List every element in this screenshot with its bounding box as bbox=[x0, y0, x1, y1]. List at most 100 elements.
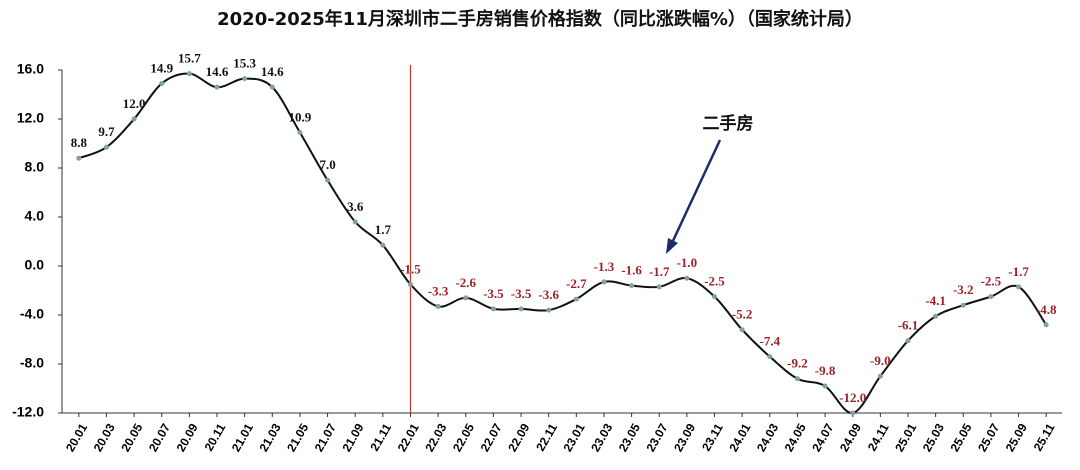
y-tick-label: 12.0 bbox=[17, 110, 44, 126]
x-tick-label: 22.01 bbox=[395, 421, 422, 454]
data-label: 12.0 bbox=[123, 96, 146, 111]
data-label: -9.8 bbox=[815, 363, 836, 378]
data-label: 15.7 bbox=[178, 51, 201, 66]
data-label: -1.3 bbox=[594, 259, 615, 274]
annotation-arrow bbox=[670, 139, 722, 244]
point bbox=[601, 279, 607, 285]
point bbox=[242, 76, 248, 82]
data-label: -4.8 bbox=[1036, 302, 1057, 317]
y-tick-label: -4.0 bbox=[20, 306, 44, 322]
data-label: 14.9 bbox=[150, 60, 173, 75]
data-label: 3.6 bbox=[347, 199, 364, 214]
data-label: -1.0 bbox=[677, 255, 698, 270]
point bbox=[352, 219, 358, 225]
x-tick-label: 20.11 bbox=[202, 421, 229, 454]
point bbox=[822, 383, 828, 389]
x-tick-label: 24.07 bbox=[809, 421, 836, 454]
y-tick-label: 0.0 bbox=[25, 257, 45, 273]
x-tick-label: 24.05 bbox=[782, 421, 809, 454]
data-label: -3.5 bbox=[483, 286, 504, 301]
data-label: 10.9 bbox=[289, 109, 312, 124]
x-tick-label: 22.05 bbox=[450, 421, 477, 454]
point bbox=[76, 155, 82, 161]
data-label: -1.6 bbox=[621, 263, 642, 278]
point bbox=[1016, 284, 1022, 290]
x-tick-label: 25.01 bbox=[892, 421, 919, 454]
x-tick-label: 24.09 bbox=[837, 421, 864, 454]
x-tick-label: 23.05 bbox=[616, 421, 643, 454]
data-label: -12.0 bbox=[839, 390, 866, 405]
x-tick-label: 20.01 bbox=[63, 421, 90, 454]
data-label: -2.5 bbox=[981, 274, 1002, 289]
point bbox=[850, 410, 856, 416]
data-label: -1.7 bbox=[649, 264, 670, 279]
data-label: -9.2 bbox=[787, 356, 808, 371]
data-label: 1.7 bbox=[375, 222, 392, 237]
x-tick-label: 22.09 bbox=[505, 421, 532, 454]
y-tick-label: -12.0 bbox=[12, 404, 44, 420]
point bbox=[297, 129, 303, 135]
data-label: -1.7 bbox=[1008, 264, 1029, 279]
data-label: -6.1 bbox=[898, 318, 919, 333]
point bbox=[712, 294, 718, 300]
data-label: 14.6 bbox=[206, 64, 229, 79]
x-tick-label: 21.11 bbox=[367, 421, 394, 454]
data-label: -2.5 bbox=[704, 274, 725, 289]
data-label: 14.6 bbox=[261, 64, 284, 79]
x-tick-label: 20.03 bbox=[91, 421, 118, 454]
data-label: 15.3 bbox=[233, 56, 256, 71]
data-label: 8.8 bbox=[71, 135, 88, 150]
data-label: -3.3 bbox=[428, 283, 449, 298]
point bbox=[767, 354, 773, 360]
point bbox=[877, 373, 883, 379]
data-label: -3.5 bbox=[511, 286, 532, 301]
point bbox=[988, 294, 994, 300]
x-tick-label: 21.07 bbox=[312, 421, 339, 454]
point bbox=[103, 144, 109, 150]
y-tick-label: 4.0 bbox=[25, 208, 45, 224]
x-tick-label: 21.03 bbox=[256, 421, 283, 454]
data-label: -3.2 bbox=[953, 282, 974, 297]
x-tick-label: 25.05 bbox=[947, 421, 974, 454]
data-label: -2.7 bbox=[566, 276, 587, 291]
point bbox=[186, 71, 192, 77]
point bbox=[380, 242, 386, 248]
chart-title: 2020-2025年11月深圳市二手房销售价格指数（同比涨跌幅%）（国家统计局） bbox=[217, 8, 863, 30]
point bbox=[131, 116, 137, 122]
x-tick-label: 22.07 bbox=[478, 421, 505, 454]
point bbox=[490, 306, 496, 312]
point bbox=[905, 338, 911, 344]
point bbox=[656, 284, 662, 290]
arrow-head bbox=[666, 238, 678, 254]
point bbox=[629, 283, 635, 289]
data-label: -3.6 bbox=[538, 287, 559, 302]
point bbox=[1043, 322, 1049, 328]
x-tick-label: 23.01 bbox=[561, 421, 588, 454]
point bbox=[325, 177, 331, 183]
data-label: 9.7 bbox=[98, 124, 115, 139]
x-tick-label: 23.07 bbox=[643, 421, 670, 454]
point bbox=[269, 84, 275, 90]
x-tick-label: 24.11 bbox=[865, 421, 892, 454]
data-label: -9.0 bbox=[870, 353, 891, 368]
point bbox=[684, 275, 690, 281]
series-line bbox=[78, 72, 1048, 414]
x-tick-label: 21.01 bbox=[229, 421, 256, 454]
data-label: -7.4 bbox=[759, 334, 780, 349]
point bbox=[214, 84, 220, 90]
x-tick-label: 21.09 bbox=[339, 421, 366, 454]
x-tick-label: 23.11 bbox=[699, 421, 726, 454]
point bbox=[159, 80, 165, 86]
point bbox=[407, 281, 413, 287]
x-tick-label: 23.03 bbox=[588, 421, 615, 454]
point bbox=[933, 313, 939, 319]
x-tick-label: 22.11 bbox=[533, 421, 560, 454]
x-tick-label: 22.03 bbox=[422, 421, 449, 454]
x-tick-label: 23.09 bbox=[671, 421, 698, 454]
x-tick-label: 20.07 bbox=[146, 421, 173, 454]
x-tick-label: 25.03 bbox=[920, 421, 947, 454]
y-tick-label: 8.0 bbox=[25, 159, 45, 175]
x-tick-label: 25.11 bbox=[1031, 421, 1058, 454]
point bbox=[739, 327, 745, 333]
